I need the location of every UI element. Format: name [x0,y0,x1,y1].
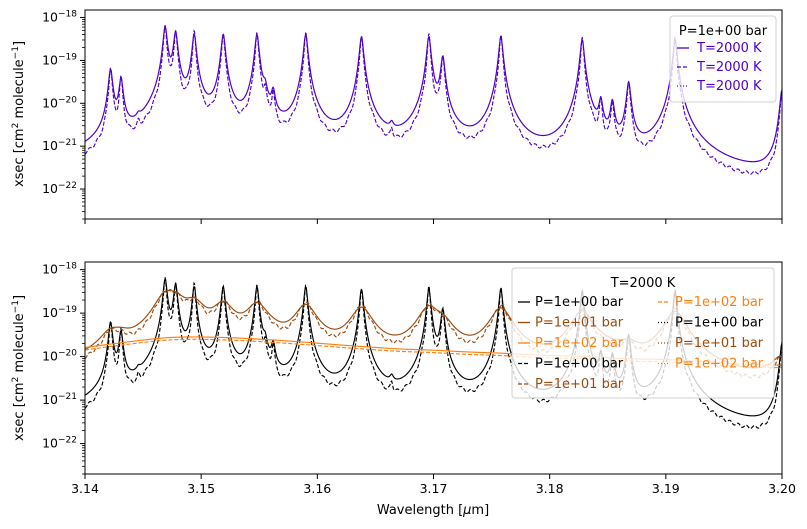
bottom-xtick-label-2: 3.16 [303,481,331,496]
bottom-legend-label-2: P=1e+02 bar [535,336,624,351]
bottom-legend-label-0: P=1e+00 bar [535,295,624,310]
bottom-ytick-label-0: 10−18 [42,262,77,277]
bottom-xtick-label-0: 3.14 [71,481,99,496]
top-legend-label-0: T=2000 K [696,41,762,56]
top-legend-frame [669,15,777,103]
top-y-axis-label: xsec [cm2 molecule−1] [11,41,27,187]
bottom-legend-label-6: P=1e+00 bar [675,316,764,331]
bottom-xtick-label-4: 3.18 [536,481,564,496]
bottom-xtick-label-5: 3.19 [652,481,680,496]
bottom-legend-title: T=2000 K [610,276,676,291]
top-ytick-label-4: 10−22 [42,181,77,196]
bottom-legend-label-5: P=1e+02 bar [675,295,764,310]
bottom-ytick-label-1: 10−19 [42,305,77,320]
bottom-xtick-label-3: 3.17 [420,481,448,496]
top-series-solid [85,24,782,163]
bottom-x-ticks: 3.14 3.15 3.16 3.17 3.18 3.19 3.20 [71,474,796,496]
top-panel: 10−18 10−19 10−20 10−21 10−22 xsec [cm2 mole… [11,9,783,224]
bottom-legend-label-8: P=1e+02 bar [675,357,764,372]
top-ytick-label-1: 10−19 [42,52,77,67]
bottom-ytick-label-3: 10−21 [42,392,77,407]
bottom-xtick-label-1: 3.15 [187,481,215,496]
bottom-ytick-label-2: 10−20 [42,349,77,364]
bottom-panel: T=2000 K P=1e+00 bar P=1e+01 bar P=1e+02 b… [11,261,796,518]
x-axis-label: Wavelength [μm] [377,503,489,518]
top-ytick-label-2: 10−20 [42,95,77,110]
top-x-ticks [84,219,783,224]
bottom-y-ticks: 10−18 10−19 10−20 10−21 10−22 [42,262,85,475]
top-legend-title: P=1e+00 bar [679,24,768,39]
top-plot-area [85,24,782,175]
bottom-series-p1-dashed [85,277,782,430]
bottom-y-axis-label: xsec [cm2 molecule−1] [11,295,27,441]
bottom-legend-label-4: P=1e+01 bar [535,377,624,392]
bottom-legend-label-1: P=1e+01 bar [535,316,624,331]
bottom-legend: T=2000 K P=1e+00 bar P=1e+01 bar P=1e+02 b… [511,267,775,399]
top-ytick-label-3: 10−21 [42,138,77,153]
top-ytick-label-0: 10−18 [42,10,77,25]
top-legend: P=1e+00 bar T=2000 K T=2000 K T=2000 K [669,15,777,103]
bottom-legend-label-3: P=1e+00 bar [535,357,624,372]
bottom-ytick-label-4: 10−22 [42,436,77,451]
bottom-xtick-label-6: 3.20 [768,481,796,496]
bottom-legend-label-7: P=1e+01 bar [675,336,764,351]
top-legend-label-2: T=2000 K [696,79,762,94]
top-y-ticks: 10−18 10−19 10−20 10−21 10−22 [42,10,85,220]
bottom-legend-frame [511,267,775,399]
top-legend-label-1: T=2000 K [696,60,762,75]
top-series-dashed [85,25,782,175]
